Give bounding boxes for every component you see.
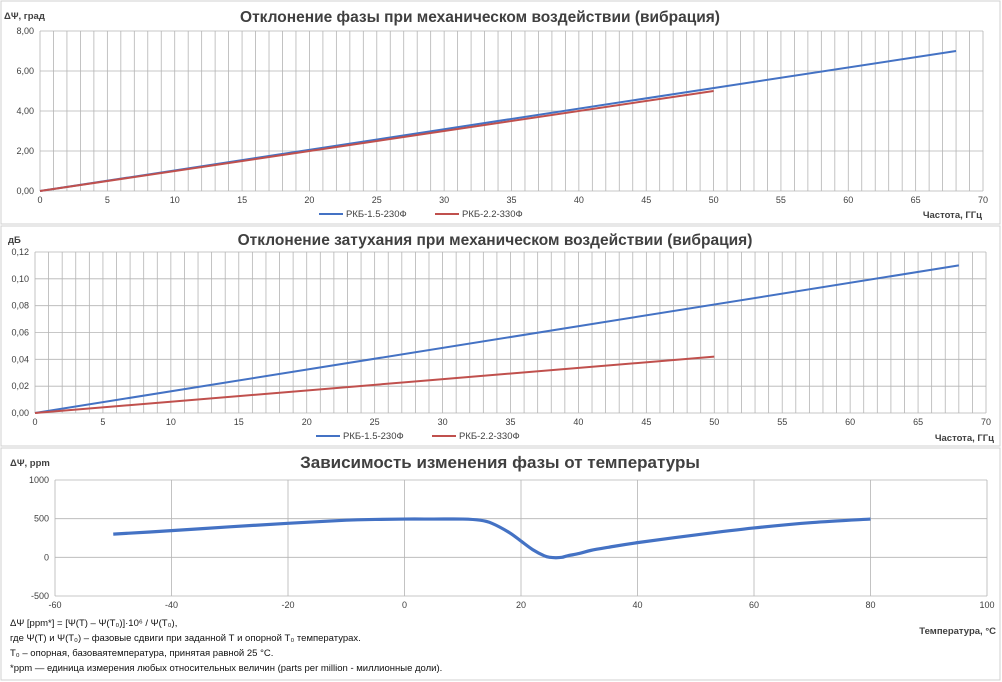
- y-tick-label: 6,00: [16, 66, 34, 76]
- x-tick-label: 10: [166, 417, 176, 427]
- x-tick-label: 65: [911, 195, 921, 205]
- y-tick-label: 0,10: [11, 274, 29, 284]
- x-tick-label: 60: [749, 600, 759, 610]
- chart2-ticks: 0 5 10 15 20 25 30 35 40 45 50 55 60 65 70 0,00 0,02 0,04…: [11, 247, 991, 427]
- x-tick-label: 100: [979, 600, 994, 610]
- x-tick-label: 60: [845, 417, 855, 427]
- x-tick-label: 70: [981, 417, 991, 427]
- y-tick-label: 0,00: [11, 408, 29, 418]
- chart3: Зависимость изменения фазы от температур…: [10, 453, 996, 637]
- chart1-xlabel: Частота, ГГц: [923, 210, 982, 221]
- x-tick-label: 70: [978, 195, 988, 205]
- x-tick-label: 50: [709, 195, 719, 205]
- chart1-border: [0, 0, 1001, 225]
- x-tick-label: -60: [48, 600, 61, 610]
- x-tick-label: 40: [632, 600, 642, 610]
- chart2-grid: [34, 251, 987, 414]
- series-line-2: [39, 90, 714, 192]
- y-tick-label: 0,12: [11, 247, 29, 257]
- y-tick-label: 0,00: [16, 186, 34, 196]
- chart3-grid: [54, 479, 988, 597]
- x-tick-label: 25: [370, 417, 380, 427]
- x-tick-label: 5: [100, 417, 105, 427]
- y-tick-label: 0,06: [11, 328, 29, 338]
- chart2-ylabel: дБ: [8, 235, 21, 246]
- x-tick-label: 30: [438, 417, 448, 427]
- x-tick-label: 20: [302, 417, 312, 427]
- x-tick-label: 15: [237, 195, 247, 205]
- legend-label-series-2: РКБ-2.2-330Ф: [459, 431, 520, 442]
- y-tick-label: 500: [34, 514, 49, 524]
- x-tick-label: 80: [865, 600, 875, 610]
- chart3-xlabel: Температура, °С: [919, 626, 996, 637]
- y-tick-label: 0,02: [11, 381, 29, 391]
- x-tick-label: 60: [843, 195, 853, 205]
- x-tick-label: 40: [573, 417, 583, 427]
- series-line-1: [34, 264, 959, 414]
- chart2: Отклонение затухания при механическом во…: [8, 232, 994, 444]
- chart1-lines: [39, 50, 957, 192]
- chart2-border: [0, 225, 1001, 447]
- chart2-legend: РКБ-1.5-230Ф РКБ-2.2-330Ф: [316, 431, 520, 442]
- x-tick-label: 45: [641, 417, 651, 427]
- chart3-title: Зависимость изменения фазы от температур…: [300, 453, 700, 472]
- x-tick-label: 5: [105, 195, 110, 205]
- x-tick-label: 25: [372, 195, 382, 205]
- x-tick-label: 65: [913, 417, 923, 427]
- y-tick-label: 8,00: [16, 26, 34, 36]
- x-tick-label: 40: [574, 195, 584, 205]
- x-tick-label: 30: [439, 195, 449, 205]
- x-tick-label: 45: [641, 195, 651, 205]
- x-tick-label: 10: [170, 195, 180, 205]
- legend-label-series-2: РКБ-2.2-330Ф: [462, 209, 523, 220]
- y-tick-label: 1000: [29, 475, 49, 485]
- chart3-lines: [113, 517, 871, 560]
- x-tick-label: 50: [709, 417, 719, 427]
- x-tick-label: -40: [165, 600, 178, 610]
- chart1-legend: РКБ-1.5-230Ф РКБ-2.2-330Ф: [319, 209, 523, 220]
- x-tick-label: 55: [777, 417, 787, 427]
- note-definition: где Ψ(T) и Ψ(T₀) – фазовые сдвиги при за…: [10, 633, 361, 644]
- chart3-ticks: -60 -40 -20 0 20 40 60 80 100 -500 0 500 1000: [29, 475, 995, 610]
- y-tick-label: 0: [44, 552, 49, 562]
- x-tick-label: 0: [37, 195, 42, 205]
- chart2-lines: [34, 264, 959, 414]
- y-tick-label: 0,08: [11, 301, 29, 311]
- x-tick-label: 35: [505, 417, 515, 427]
- note-ppm: *ppm — единица измерения любых относител…: [10, 663, 443, 674]
- chart3-border: [0, 447, 1001, 681]
- chart1: Отклонение фазы при механическом воздейс…: [4, 9, 988, 221]
- x-tick-label: 20: [304, 195, 314, 205]
- chart1-ylabel: ΔΨ, град: [4, 11, 45, 22]
- chart3-ylabel: ΔΨ, ppm: [10, 458, 50, 469]
- series-line-2: [34, 355, 715, 414]
- x-tick-label: 0: [32, 417, 37, 427]
- x-tick-label: 35: [506, 195, 516, 205]
- chart2-xlabel: Частота, ГГц: [935, 433, 994, 444]
- chart1-ticks: 0 5 10 15 20 25 30 35 40 45 50 55 60 65 70 0,00 2,00 4,00…: [16, 26, 988, 205]
- y-tick-label: 4,00: [16, 106, 34, 116]
- x-tick-label: -20: [281, 600, 294, 610]
- x-tick-label: 55: [776, 195, 786, 205]
- x-tick-label: 20: [516, 600, 526, 610]
- y-tick-label: 0,04: [11, 354, 29, 364]
- legend-label-series-1: РКБ-1.5-230Ф: [343, 431, 404, 442]
- series-line-1: [113, 517, 871, 560]
- y-tick-label: -500: [31, 591, 49, 601]
- x-tick-label: 15: [234, 417, 244, 427]
- note-formula: ΔΨ [ppm*] = [Ψ(T) – Ψ(T₀)]·10⁶ / Ψ(T₀),: [10, 618, 178, 629]
- chart1-title: Отклонение фазы при механическом воздейс…: [240, 9, 720, 26]
- chart1-grid: [39, 30, 984, 192]
- y-tick-label: 2,00: [16, 146, 34, 156]
- x-tick-label: 0: [402, 600, 407, 610]
- note-reference-temperature: T₀ – опорная, базоваятемпература, принят…: [10, 648, 274, 659]
- chart2-title: Отклонение затухания при механическом во…: [238, 232, 753, 249]
- legend-label-series-1: РКБ-1.5-230Ф: [346, 209, 407, 220]
